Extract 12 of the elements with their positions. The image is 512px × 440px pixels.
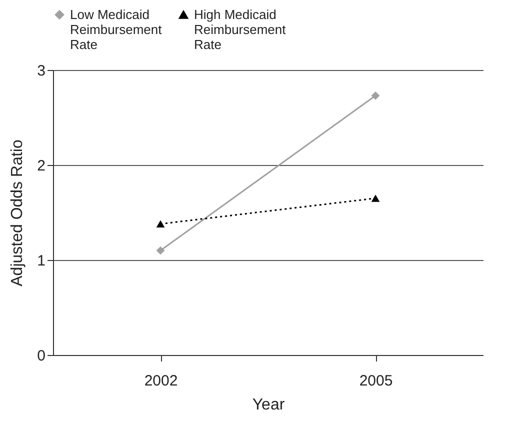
x-axis-title: Year [252, 396, 286, 414]
x-tick-label: 2005 [359, 372, 393, 390]
y-tick-label: 3 [37, 62, 46, 80]
y-tick-label: 1 [37, 252, 46, 270]
y-tick-label: 2 [37, 158, 46, 174]
point [371, 91, 380, 100]
x-tick-label: 2002 [144, 372, 178, 390]
legend-label: High Medicaid Reimbursement Rate [194, 6, 286, 52]
legend-label: Low Medicaid Reimbursement Rate [70, 6, 162, 52]
y-tick-label: 0 [37, 348, 46, 364]
y-axis-title: Adjusted Odds Ratio [9, 140, 26, 286]
point [156, 246, 165, 255]
